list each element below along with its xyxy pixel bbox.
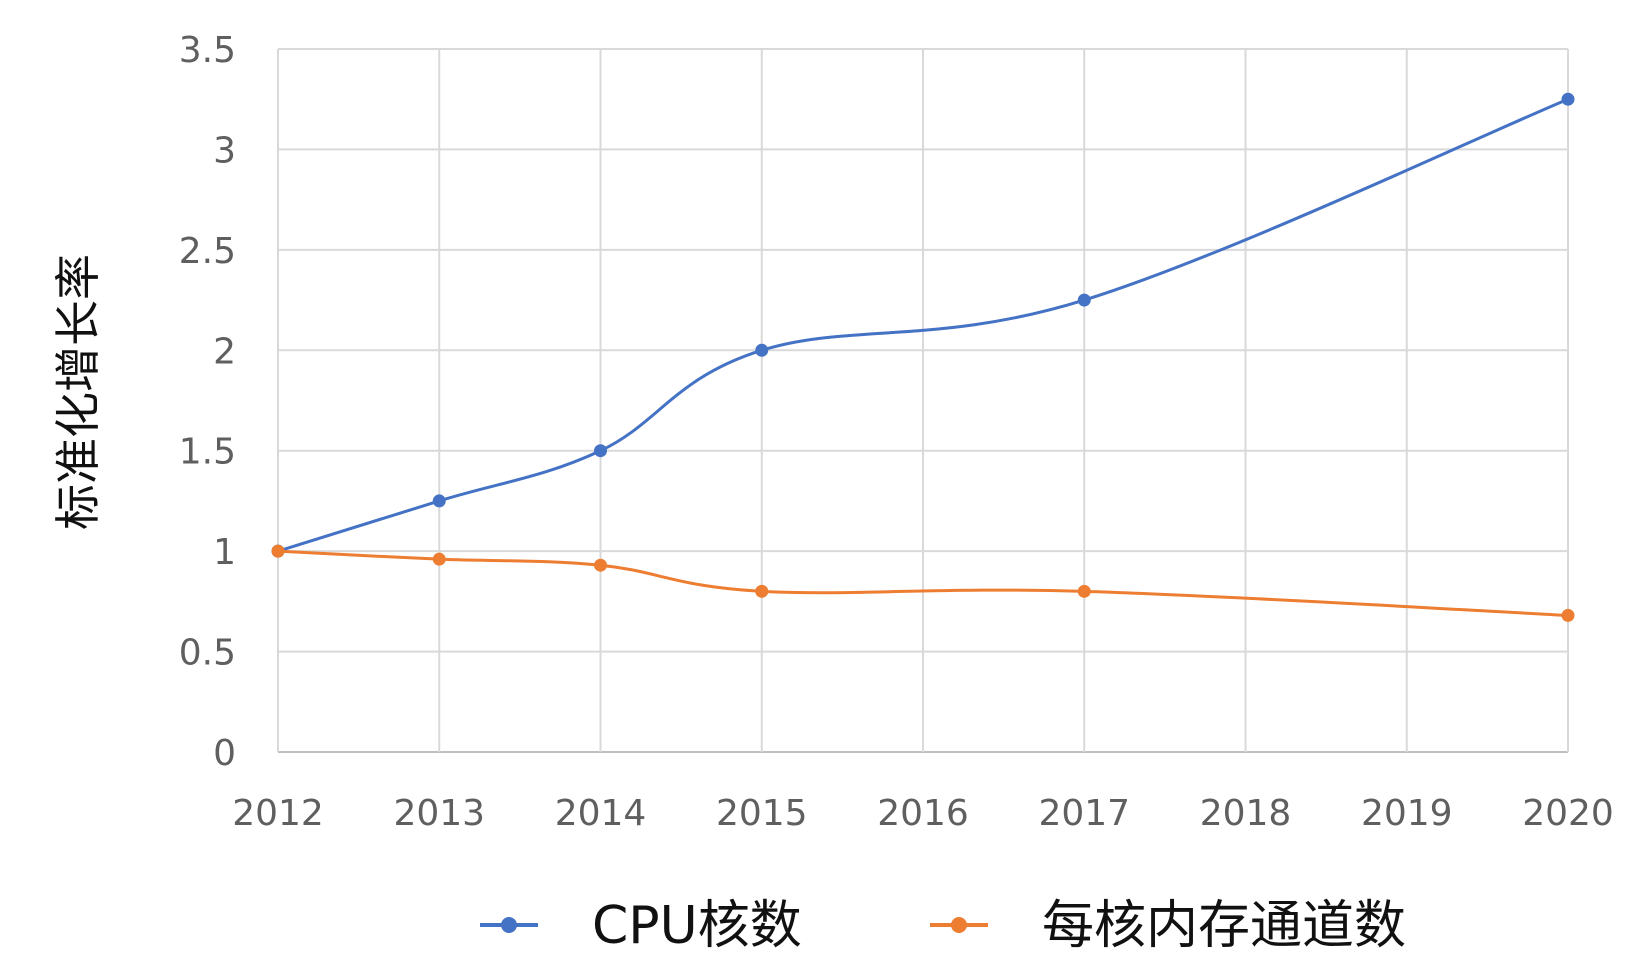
legend: CPU核数 每核内存通道数 (480, 896, 1406, 956)
data-point (1561, 608, 1575, 622)
x-tick-label: 2013 (393, 793, 485, 834)
data-point (1077, 584, 1091, 598)
y-axis-title-group: 标准化增长率 (51, 254, 105, 530)
series-2 (271, 544, 1575, 622)
x-tick-label: 2018 (1200, 793, 1292, 834)
y-tick-label: 1.5 (179, 432, 236, 473)
data-point (594, 444, 607, 458)
data-point (755, 584, 769, 598)
y-axis-title: 标准化增长率 (51, 254, 105, 530)
data-point (432, 552, 446, 566)
legend-item: 每核内存通道数 (930, 896, 1406, 956)
x-tick-label: 2012 (232, 793, 324, 834)
y-tick-label: 2 (213, 331, 236, 372)
x-tick-label: 2015 (716, 793, 808, 834)
data-point (755, 343, 769, 357)
y-tick-label: 1 (213, 532, 236, 573)
x-tick-label: 2014 (555, 793, 647, 834)
data-point (432, 494, 446, 508)
grid (277, 48, 1569, 753)
data-point (1561, 92, 1575, 106)
data-point (1077, 293, 1091, 307)
x-tick-label: 2016 (877, 793, 969, 834)
legend-swatch-marker (501, 917, 517, 933)
y-tick-label: 3 (213, 130, 236, 171)
series (271, 92, 1575, 622)
y-tick-label: 0 (213, 733, 236, 774)
x-tick-label: 2019 (1361, 793, 1453, 834)
legend-label: CPU核数 (592, 896, 802, 956)
legend-swatch-marker (951, 917, 967, 933)
data-point (271, 544, 285, 558)
y-tick-label: 0.5 (179, 633, 236, 674)
y-tick-label: 3.5 (179, 30, 236, 71)
data-point (594, 558, 607, 572)
axes: 0 0.5 1 1.5 2 2.5 3 3.5 2012 2013 2014 2015 2016 2017… (179, 30, 1614, 834)
legend-item: CPU核数 (480, 896, 802, 956)
y-tick-label: 2.5 (179, 231, 236, 272)
legend-label: 每核内存通道数 (1042, 896, 1406, 956)
x-tick-label: 2020 (1522, 793, 1614, 834)
x-tick-label: 2017 (1038, 793, 1130, 834)
